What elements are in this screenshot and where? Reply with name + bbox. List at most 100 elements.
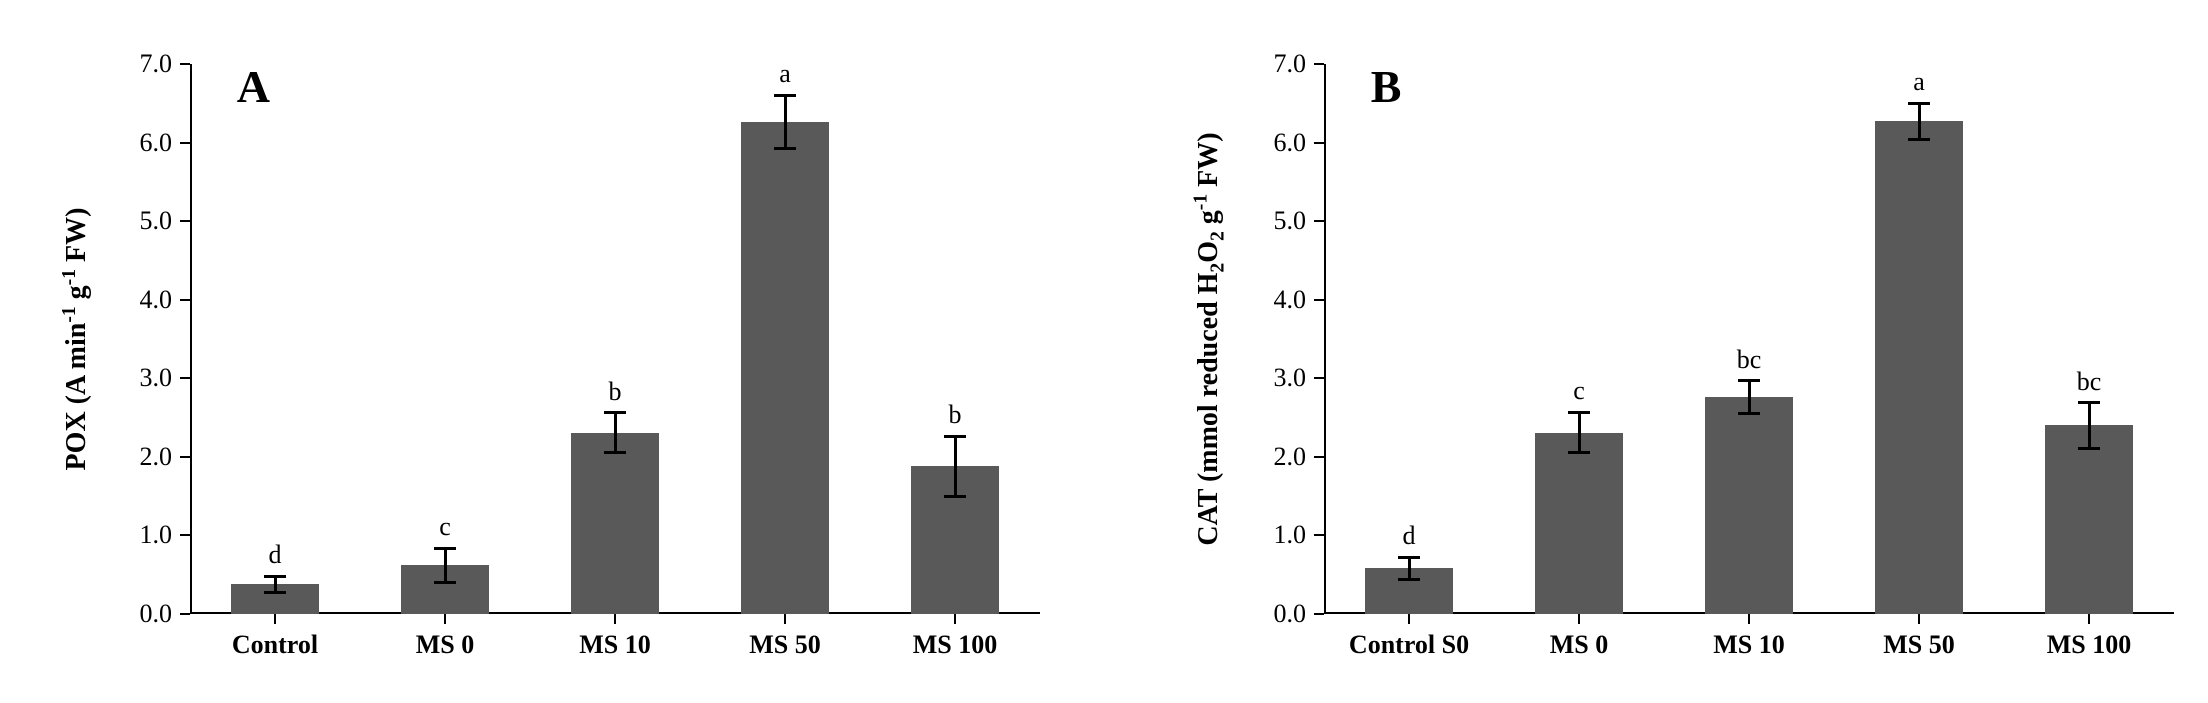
x-tick [1918,614,1920,624]
bar [741,122,829,614]
error-cap [1398,578,1420,581]
panel-b: 0.01.02.03.04.05.06.07.0dControl S0cMS 0… [1134,0,2208,703]
y-tick-label: 1.0 [140,520,173,550]
significance-letter: bc [2077,367,2102,397]
x-tick [1578,614,1580,624]
y-tick-label: 5.0 [140,206,173,236]
y-tick-label: 5.0 [1274,206,1307,236]
plot-area: 0.01.02.03.04.05.06.07.0dControl S0cMS 0… [1324,64,2174,614]
error-cap [434,547,456,550]
error-cap [944,495,966,498]
error-bar [444,548,447,583]
y-axis [1324,64,1326,614]
y-tick [1314,534,1324,536]
y-tick-label: 3.0 [1274,363,1307,393]
y-tick-label: 7.0 [1274,49,1307,79]
x-tick-label: MS 50 [749,630,821,660]
bar [1705,397,1793,614]
error-bar [1408,557,1411,579]
error-cap [264,591,286,594]
y-tick-label: 0.0 [1274,599,1307,629]
significance-letter: c [439,512,451,542]
y-tick [180,299,190,301]
panel-letter: B [1371,60,1402,113]
y-tick [1314,220,1324,222]
significance-letter: b [949,400,962,430]
error-cap [774,94,796,97]
error-cap [604,451,626,454]
x-tick [954,614,956,624]
significance-letter: d [269,540,282,570]
bar [1535,433,1623,615]
y-tick-label: 6.0 [140,128,173,158]
y-tick [180,456,190,458]
y-tick-label: 4.0 [140,285,173,315]
y-tick [180,534,190,536]
y-tick-label: 0.0 [140,599,173,629]
error-bar [784,95,787,148]
error-cap [944,435,966,438]
panel-letter: A [237,60,270,113]
y-tick [1314,613,1324,615]
figure: 0.01.02.03.04.05.06.07.0dControlcMS 0bMS… [0,0,2208,703]
error-bar [954,436,957,496]
y-tick [1314,63,1324,65]
y-tick-label: 4.0 [1274,285,1307,315]
plot-area: 0.01.02.03.04.05.06.07.0dControlcMS 0bMS… [190,64,1040,614]
error-bar [1578,412,1581,453]
error-cap [1398,556,1420,559]
error-cap [604,411,626,414]
y-tick [1314,456,1324,458]
error-cap [2078,401,2100,404]
y-tick [180,220,190,222]
x-tick-label: MS 0 [1550,630,1609,660]
y-tick-label: 6.0 [1274,128,1307,158]
bar [1875,121,1963,614]
x-tick [1408,614,1410,624]
error-cap [1738,379,1760,382]
x-tick [614,614,616,624]
x-tick [444,614,446,624]
y-tick [180,613,190,615]
y-tick-label: 7.0 [140,49,173,79]
y-tick-label: 1.0 [1274,520,1307,550]
x-tick [1748,614,1750,624]
error-cap [2078,447,2100,450]
x-tick-label: MS 10 [1713,630,1785,660]
bar [571,433,659,615]
y-axis-title: POX (A min-1 g-1 FW) [59,208,93,471]
y-tick [180,377,190,379]
significance-letter: b [609,377,622,407]
x-tick-label: Control S0 [1349,630,1469,660]
y-tick [1314,377,1324,379]
y-axis-title: CAT (mmol reduced H2O2 g-1 FW) [1191,132,1230,545]
y-tick-label: 2.0 [1274,442,1307,472]
error-bar [1918,103,1921,139]
y-tick-label: 3.0 [140,363,173,393]
error-bar [2088,403,2091,449]
error-cap [1568,411,1590,414]
x-tick [274,614,276,624]
error-bar [614,413,617,452]
error-cap [434,581,456,584]
error-cap [1908,102,1930,105]
x-tick [2088,614,2090,624]
significance-letter: a [1913,67,1925,97]
x-tick-label: MS 10 [579,630,651,660]
error-cap [1908,138,1930,141]
x-tick-label: MS 100 [2047,630,2132,660]
error-bar [1748,381,1751,414]
y-tick [180,142,190,144]
x-tick-label: MS 50 [1883,630,1955,660]
y-tick [180,63,190,65]
error-cap [264,575,286,578]
x-tick-label: MS 0 [416,630,475,660]
x-tick-label: MS 100 [913,630,998,660]
bar [2045,425,2133,614]
significance-letter: bc [1737,345,1762,375]
y-tick [1314,299,1324,301]
y-tick [1314,142,1324,144]
error-cap [774,147,796,150]
significance-letter: a [779,59,791,89]
y-axis [190,64,192,614]
